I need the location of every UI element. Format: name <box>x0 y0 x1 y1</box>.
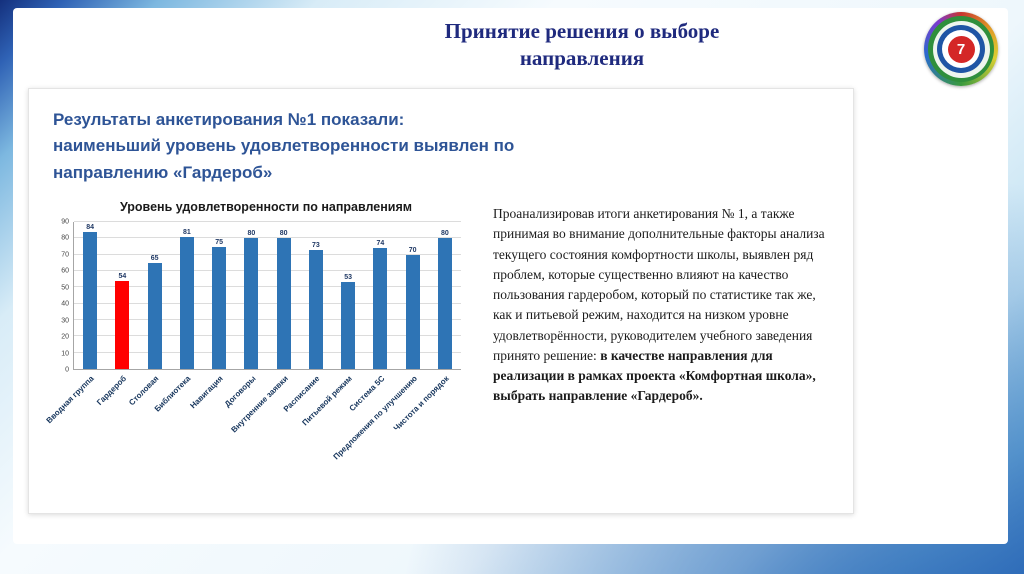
bar-value-label: 75 <box>215 238 224 246</box>
x-label-cell: Вводная группа <box>44 370 105 462</box>
bar-chart: Уровень удовлетворенности по направления… <box>44 200 461 462</box>
bar-value-label: 74 <box>376 240 385 248</box>
bar-value-label: 80 <box>247 230 256 238</box>
bar-column: 84 <box>74 222 106 370</box>
y-tick-label: 30 <box>61 317 69 325</box>
bar-value-label: 70 <box>408 246 417 254</box>
gridline <box>74 302 461 304</box>
bar <box>179 236 194 370</box>
bar-column: 54 <box>106 222 138 370</box>
bar <box>244 238 259 370</box>
logo-blue-ring: 7 <box>937 25 985 73</box>
bar <box>405 254 420 370</box>
bar <box>373 248 388 370</box>
card-content-row: Уровень удовлетворенности по направления… <box>44 200 829 462</box>
gridline <box>74 335 461 337</box>
card-heading-line-2: наименьший уровень удовлетворенности выя… <box>53 136 515 156</box>
x-label-cell: Навигация <box>189 370 234 462</box>
bar <box>308 249 323 370</box>
x-label-cell: Чистота и порядок <box>392 370 461 462</box>
y-tick-label: 10 <box>61 350 69 358</box>
card-heading: Результаты анкетирования №1 показали: на… <box>53 107 829 186</box>
bars: 84 54 65 81 75 80 80 73 53 74 70 80 <box>74 222 461 370</box>
gridline <box>74 237 461 239</box>
x-label-cell: Гардероб <box>95 370 137 462</box>
bar-column: 80 <box>268 222 300 370</box>
y-tick-label: 60 <box>61 267 69 275</box>
bar-value-label: 65 <box>150 254 159 262</box>
bar-value-label: 81 <box>182 228 191 236</box>
bar <box>276 238 291 370</box>
bar-value-label: 80 <box>279 230 288 238</box>
bar-value-label: 53 <box>344 274 353 282</box>
gridline <box>74 253 461 255</box>
bar-column: 53 <box>332 222 364 370</box>
chart-title: Уровень удовлетворенности по направления… <box>119 200 413 215</box>
bar-column: 81 <box>171 222 203 370</box>
logo-outer-ring: 7 <box>932 20 990 78</box>
logo-inner-ring: 7 <box>942 30 980 68</box>
analysis-regular-text: Проанализировав итоги анкетирования № 1,… <box>493 206 825 363</box>
card-heading-line-1: Результаты анкетирования №1 показали: <box>53 110 405 129</box>
y-tick-label: 0 <box>65 366 69 374</box>
x-labels: Вводная группа Гардероб Столовая Библиотека… <box>44 370 461 462</box>
x-label-cell: Внутренние заявки <box>229 370 299 462</box>
chart-body: 0 10 20 30 40 50 60 70 80 90 84 54 65 81 75 80 80 73 53 74… <box>53 218 461 374</box>
gridline <box>74 221 461 223</box>
school-logo: 7 <box>924 12 998 86</box>
bar-column: 74 <box>364 222 396 370</box>
analysis-paragraph: Проанализировав итоги анкетирования № 1,… <box>493 204 829 407</box>
card-heading-line-3: направлению «Гардероб» <box>53 162 273 182</box>
y-tick-label: 40 <box>61 300 69 308</box>
bar-column: 80 <box>235 222 267 370</box>
bar-column: 73 <box>300 222 332 370</box>
analysis-text-block: Проанализировав итоги анкетирования № 1,… <box>493 200 829 462</box>
x-label-cell: Столовая <box>127 370 170 462</box>
logo-number: 7 <box>947 35 975 63</box>
y-tick-label: 20 <box>61 333 69 341</box>
bar <box>83 231 98 370</box>
y-tick-label: 50 <box>61 284 69 292</box>
bar <box>341 282 356 370</box>
bar-column: 80 <box>429 222 461 370</box>
x-axis-label: Вводная группа <box>44 374 96 426</box>
bar <box>212 246 227 370</box>
bar-column: 75 <box>203 222 235 370</box>
content-card: Результаты анкетирования №1 показали: на… <box>28 88 854 514</box>
y-tick-label: 70 <box>61 251 69 259</box>
y-tick-label: 90 <box>61 218 69 226</box>
bar-value-label: 80 <box>440 230 449 238</box>
bar-column: 70 <box>397 222 429 370</box>
bar <box>115 280 130 370</box>
x-label-cell: Библиотека <box>153 370 202 462</box>
slide-title: Принятие решения о выборе направления <box>444 19 720 71</box>
y-axis: 0 10 20 30 40 50 60 70 80 90 <box>53 218 73 374</box>
bar <box>147 262 162 370</box>
gridline <box>74 351 461 353</box>
gridline <box>74 286 461 288</box>
bar-value-label: 73 <box>311 241 320 249</box>
analysis-bold-text: в качестве направления для реализации в … <box>493 347 816 404</box>
gridline <box>74 270 461 272</box>
bar-value-label: 84 <box>86 223 95 231</box>
bar-column: 65 <box>139 222 171 370</box>
y-tick-label: 80 <box>61 234 69 242</box>
gridline <box>74 319 461 321</box>
chart-plot: 84 54 65 81 75 80 80 73 53 74 70 80 <box>73 221 461 371</box>
bar <box>437 238 452 370</box>
bar-value-label: 54 <box>118 272 127 280</box>
logo-laurel-wreath-icon: 7 <box>928 16 994 82</box>
